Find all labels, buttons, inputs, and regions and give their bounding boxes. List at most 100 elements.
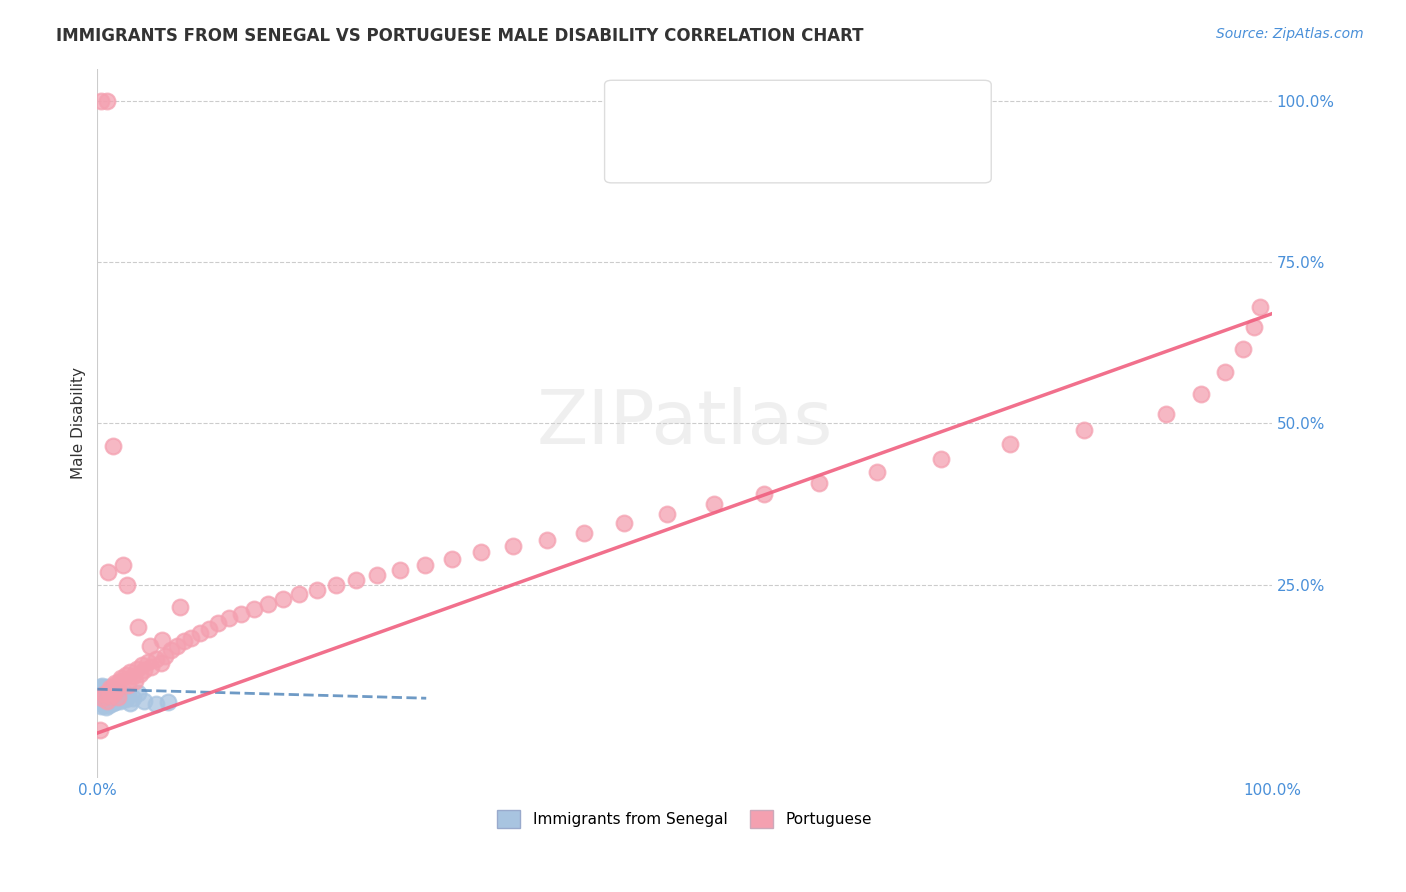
Point — [1154, 407, 1177, 421]
Point — [110, 690, 132, 704]
Point — [89, 686, 111, 700]
Point — [124, 674, 146, 689]
Point — [114, 691, 136, 706]
Point — [93, 687, 115, 701]
Point — [207, 616, 229, 631]
Point — [121, 690, 143, 705]
Text: Source: ZipAtlas.com: Source: ZipAtlas.com — [1216, 27, 1364, 41]
Point — [139, 639, 162, 653]
Point — [441, 552, 464, 566]
Point — [90, 683, 112, 698]
Point — [91, 697, 114, 711]
Text: N = 78: N = 78 — [851, 143, 911, 161]
Point — [107, 685, 129, 699]
Point — [703, 497, 725, 511]
Point — [91, 679, 114, 693]
Point — [366, 568, 388, 582]
Point — [90, 698, 112, 713]
Point — [112, 687, 135, 701]
Point — [96, 696, 118, 710]
Point — [1189, 387, 1212, 401]
Point — [94, 692, 117, 706]
Point — [98, 694, 121, 708]
Point — [141, 660, 163, 674]
Point — [103, 683, 125, 698]
Point — [89, 723, 111, 737]
Point — [180, 631, 202, 645]
Point — [127, 661, 149, 675]
Point — [98, 685, 121, 699]
Point — [97, 687, 120, 701]
Point — [91, 685, 114, 699]
Point — [101, 697, 124, 711]
Point — [120, 665, 142, 679]
Point — [98, 690, 121, 705]
Point — [110, 671, 132, 685]
Point — [87, 690, 110, 705]
Point — [103, 686, 125, 700]
Point — [104, 678, 127, 692]
Point — [108, 694, 131, 708]
Point — [115, 577, 138, 591]
Text: R =  0.652: R = 0.652 — [672, 143, 772, 161]
Point — [128, 666, 150, 681]
Point — [155, 648, 177, 663]
Point — [754, 487, 776, 501]
Point — [156, 695, 179, 709]
Point — [94, 684, 117, 698]
Point — [96, 94, 118, 108]
Point — [389, 564, 412, 578]
Point — [134, 663, 156, 677]
Point — [160, 643, 183, 657]
Point — [91, 690, 114, 705]
Point — [866, 465, 889, 479]
Point — [107, 690, 129, 704]
Point — [90, 691, 112, 706]
Point — [91, 682, 114, 697]
Point — [104, 695, 127, 709]
Point — [655, 507, 678, 521]
Legend: Immigrants from Senegal, Portuguese: Immigrants from Senegal, Portuguese — [491, 804, 877, 834]
Text: ZIPatlas: ZIPatlas — [537, 387, 832, 460]
Point — [572, 526, 595, 541]
Point — [98, 681, 121, 695]
Point — [89, 680, 111, 694]
Point — [90, 94, 112, 108]
Point — [470, 545, 492, 559]
Point — [112, 558, 135, 573]
Point — [104, 675, 127, 690]
Point — [1243, 319, 1265, 334]
Text: IMMIGRANTS FROM SENEGAL VS PORTUGUESE MALE DISABILITY CORRELATION CHART: IMMIGRANTS FROM SENEGAL VS PORTUGUESE MA… — [56, 27, 863, 45]
Point — [105, 680, 128, 694]
FancyBboxPatch shape — [522, 70, 766, 152]
Point — [136, 655, 159, 669]
Point — [120, 696, 142, 710]
Point — [256, 597, 278, 611]
Point — [103, 691, 125, 706]
Point — [344, 573, 367, 587]
Point — [105, 690, 128, 704]
Point — [305, 582, 328, 597]
Point — [173, 634, 195, 648]
Point — [166, 639, 188, 653]
Point — [100, 681, 122, 696]
Point — [271, 591, 294, 606]
Point — [145, 697, 167, 711]
Point — [91, 694, 114, 708]
Point — [325, 577, 347, 591]
Point — [131, 658, 153, 673]
Point — [93, 690, 115, 704]
Point — [536, 533, 558, 547]
Point — [242, 602, 264, 616]
Point — [169, 600, 191, 615]
Point — [1213, 365, 1236, 379]
FancyBboxPatch shape — [522, 112, 766, 193]
Point — [94, 700, 117, 714]
Point — [91, 688, 114, 702]
Point — [218, 611, 240, 625]
Point — [101, 687, 124, 701]
Point — [114, 668, 136, 682]
Point — [96, 689, 118, 703]
Point — [1073, 423, 1095, 437]
Point — [929, 451, 952, 466]
